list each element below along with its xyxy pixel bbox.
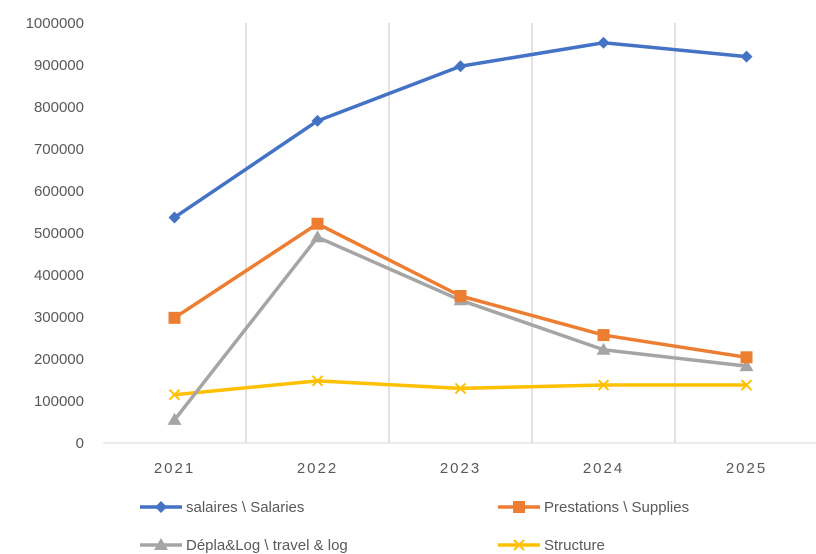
series-diamond <box>168 36 753 224</box>
data-point <box>597 329 610 342</box>
x-tick-label: 2023 <box>440 460 481 477</box>
legend-item: Dépla&Log \ travel & log <box>140 537 348 554</box>
legend-marker <box>513 501 525 513</box>
data-point <box>310 230 325 243</box>
data-point <box>311 114 324 127</box>
x-tick-label: 2022 <box>297 460 338 477</box>
legend-label: Prestations \ Supplies <box>544 499 689 516</box>
legend-label: Dépla&Log \ travel & log <box>186 537 348 554</box>
data-point <box>168 388 181 401</box>
y-tick-label: 900000 <box>34 57 84 74</box>
legend-item: Structure <box>498 537 605 554</box>
series-line <box>172 235 749 422</box>
data-point <box>454 382 467 395</box>
legend-marker <box>154 538 168 550</box>
data-point <box>597 379 610 391</box>
data-point <box>311 217 324 230</box>
data-point <box>167 412 182 425</box>
data-point <box>168 311 181 324</box>
series-square <box>168 217 753 364</box>
legend-marker <box>513 539 525 551</box>
data-point <box>739 359 754 372</box>
legend: salaires \ Salaries Prestations \ Supplie… <box>140 499 689 554</box>
x-axis-tick-labels: 2021 2022 2023 2024 2025 <box>154 460 767 477</box>
y-tick-label: 100000 <box>34 393 84 410</box>
y-tick-label: 0 <box>76 435 84 452</box>
legend-item: Prestations \ Supplies <box>498 499 689 516</box>
x-tick-label: 2021 <box>154 460 195 477</box>
data-point <box>596 342 611 355</box>
data-point <box>311 375 324 387</box>
legend-label: Structure <box>544 537 605 554</box>
y-tick-label: 400000 <box>34 267 84 284</box>
x-tick-label: 2025 <box>726 460 767 477</box>
y-tick-label: 500000 <box>34 225 84 242</box>
y-tick-label: 600000 <box>34 183 84 200</box>
data-point <box>740 379 753 391</box>
data-point <box>454 290 467 302</box>
data-point <box>168 211 181 224</box>
y-tick-label: 1000000 <box>26 15 84 32</box>
y-tick-label: 700000 <box>34 141 84 158</box>
legend-marker <box>155 501 167 513</box>
series-triangle <box>167 230 754 425</box>
legend-label: salaires \ Salaries <box>186 499 304 516</box>
y-tick-label: 800000 <box>34 99 84 116</box>
data-point <box>740 50 753 63</box>
series-x <box>168 375 753 401</box>
y-axis-tick-labels: 0 100000 200000 300000 400000 500000 600000 700… <box>26 15 84 452</box>
y-tick-label: 300000 <box>34 309 84 326</box>
data-point <box>597 36 610 49</box>
y-tick-label: 200000 <box>34 351 84 368</box>
data-point <box>740 351 753 364</box>
series-lines <box>167 36 754 425</box>
data-point <box>454 60 467 73</box>
x-tick-label: 2024 <box>583 460 624 477</box>
legend-item: salaires \ Salaries <box>140 499 304 516</box>
